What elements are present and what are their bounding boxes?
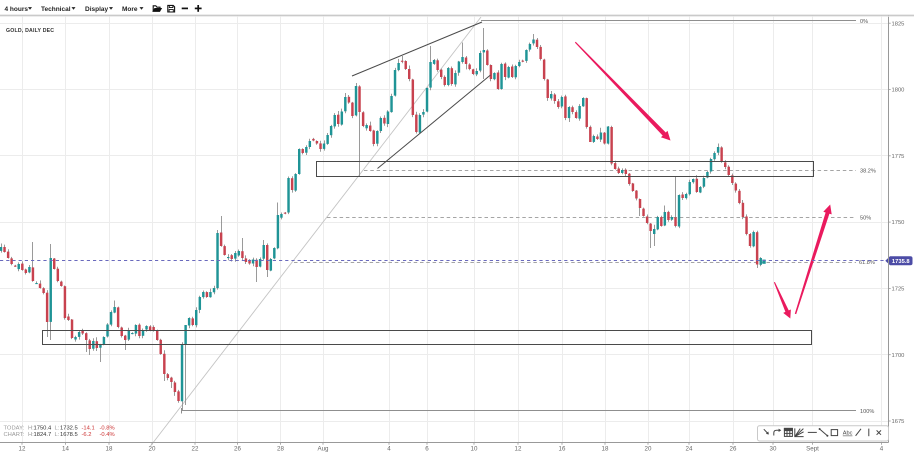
svg-text:1678.5: 1678.5 [60, 432, 78, 438]
svg-text:Abc: Abc [843, 431, 853, 437]
svg-text:4: 4 [387, 446, 391, 453]
svg-text:28: 28 [277, 446, 284, 453]
svg-text:L:: L: [55, 425, 60, 431]
svg-text:-0.8%: -0.8% [100, 425, 115, 431]
svg-text:-6.2: -6.2 [82, 432, 92, 438]
svg-text:1800: 1800 [892, 88, 905, 94]
svg-text:CHART:: CHART: [4, 432, 25, 438]
svg-text:22: 22 [192, 446, 199, 453]
svg-text:1735.8: 1735.8 [892, 259, 911, 265]
svg-text:1700: 1700 [892, 353, 905, 359]
svg-text:61.8%: 61.8% [859, 260, 875, 266]
svg-text:Sept: Sept [806, 446, 819, 453]
svg-text:GOLD, DAILY DEC: GOLD, DAILY DEC [6, 28, 54, 34]
svg-text:30: 30 [770, 446, 777, 453]
svg-text:1725: 1725 [892, 287, 905, 293]
svg-text:TODAY:: TODAY: [4, 425, 25, 431]
svg-text:50%: 50% [860, 215, 871, 221]
svg-text:H:: H: [28, 425, 34, 431]
svg-text:14: 14 [62, 446, 69, 453]
svg-text:20: 20 [149, 446, 156, 453]
svg-text:4 hours: 4 hours [5, 6, 29, 13]
svg-text:0%: 0% [860, 19, 868, 25]
svg-text:-0.4%: -0.4% [100, 432, 115, 438]
svg-text:1775: 1775 [892, 154, 905, 160]
svg-text:26: 26 [234, 446, 241, 453]
svg-text:20: 20 [645, 446, 652, 453]
svg-text:24: 24 [686, 446, 693, 453]
svg-text:-14.1: -14.1 [82, 425, 95, 431]
svg-text:16: 16 [559, 446, 566, 453]
svg-text:L:: L: [55, 432, 60, 438]
svg-text:Display: Display [85, 6, 109, 13]
svg-text:18: 18 [106, 446, 113, 453]
svg-text:12: 12 [19, 446, 26, 453]
svg-text:1825: 1825 [892, 21, 905, 27]
svg-text:1750: 1750 [892, 220, 905, 226]
svg-text:38.2%: 38.2% [860, 169, 876, 175]
svg-text:Aug: Aug [317, 446, 329, 453]
svg-text:26: 26 [730, 446, 737, 453]
svg-text:H:: H: [28, 432, 34, 438]
svg-text:1750.4: 1750.4 [34, 425, 53, 431]
svg-text:10: 10 [471, 446, 478, 453]
svg-text:1675: 1675 [892, 419, 905, 425]
svg-text:More: More [122, 6, 138, 13]
svg-text:1732.5: 1732.5 [60, 425, 78, 431]
svg-text:4: 4 [880, 446, 884, 453]
svg-text:100%: 100% [860, 409, 874, 415]
svg-text:1824.7: 1824.7 [34, 432, 52, 438]
svg-text:6: 6 [425, 446, 429, 453]
svg-text:18: 18 [602, 446, 609, 453]
svg-text:Technical: Technical [41, 6, 71, 13]
svg-text:12: 12 [515, 446, 522, 453]
